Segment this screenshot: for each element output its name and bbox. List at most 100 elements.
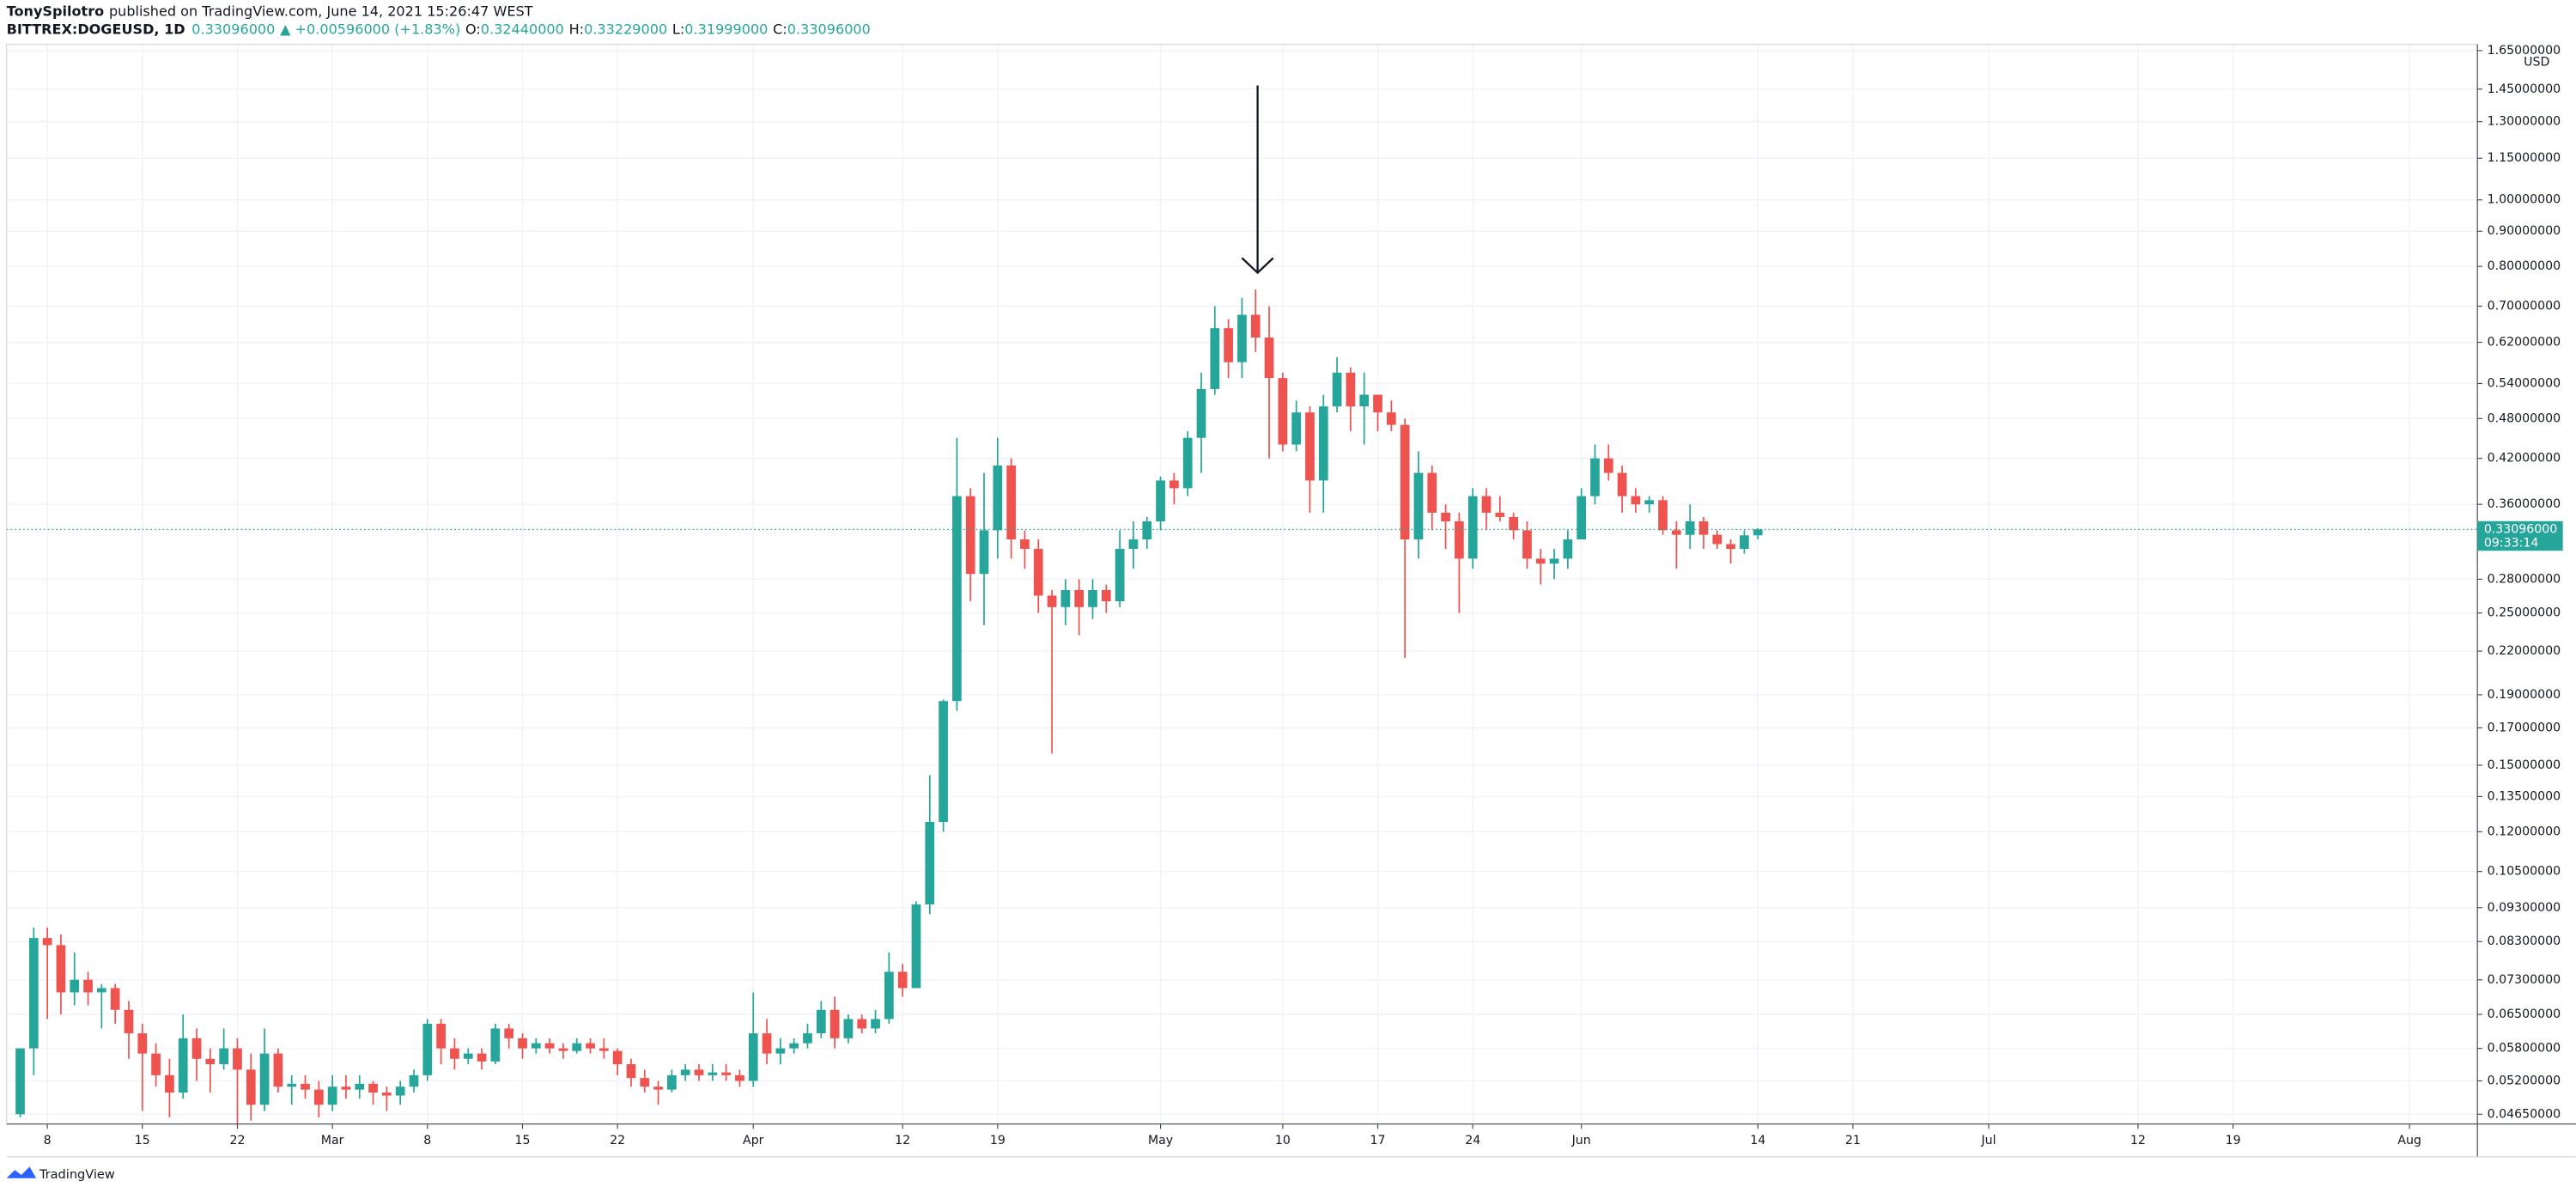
candle-body	[1753, 529, 1763, 536]
symbol-line: BITTREX:DOGEUSD, 1D 0.33096000 ▲ +0.005960…	[7, 21, 871, 37]
candle-body	[327, 1086, 337, 1105]
candle-body	[884, 971, 894, 1020]
candle-body	[15, 1048, 25, 1115]
x-tick-label: 19	[2226, 1134, 2241, 1147]
last-price: 0.33096000	[191, 21, 275, 37]
candle-body	[598, 1048, 609, 1051]
candle-body	[477, 1053, 487, 1062]
candle-body	[939, 701, 948, 822]
x-tick-label: 15	[514, 1134, 530, 1147]
x-tick-label: 24	[1465, 1134, 1480, 1147]
candle-body	[1644, 500, 1655, 505]
candle-body	[382, 1093, 392, 1096]
brand-logo: TradingView	[6, 1166, 115, 1182]
y-tick-label: 1.45000000	[2488, 82, 2561, 96]
high-label: H:	[569, 21, 585, 37]
close-label: C:	[773, 21, 787, 37]
x-tick-label: 10	[1275, 1134, 1291, 1147]
candle-body	[1115, 549, 1125, 602]
x-tick-label: 22	[229, 1134, 245, 1147]
candle-body	[1156, 480, 1165, 521]
close-value: 0.33096000	[787, 21, 871, 37]
y-tick-label: 0.09300000	[2488, 901, 2561, 915]
candle-body	[816, 1009, 826, 1034]
candle-body	[762, 1033, 772, 1054]
candle-body	[259, 1053, 270, 1105]
y-tick-label: 1.15000000	[2488, 151, 2561, 165]
y-tick-label: 0.10500000	[2488, 865, 2561, 879]
candle-body	[1563, 539, 1573, 559]
candle-body	[857, 1019, 867, 1029]
y-tick-label: 0.62000000	[2488, 336, 2561, 350]
candle-body	[490, 1028, 501, 1062]
candle-body	[829, 1009, 840, 1038]
candle-body	[1278, 378, 1288, 445]
candle-body	[653, 1086, 663, 1090]
candle-body	[124, 1009, 134, 1034]
candle-body	[667, 1074, 677, 1090]
x-tick-label: Jun	[1571, 1134, 1591, 1147]
candle-body	[694, 1069, 704, 1075]
candle-body	[1237, 314, 1247, 362]
candle-body	[1441, 512, 1450, 521]
x-tick-label: 15	[135, 1134, 150, 1147]
candle-body	[450, 1048, 459, 1059]
candle-body	[748, 1033, 758, 1081]
candle-body	[151, 1053, 161, 1075]
open-value: 0.32440000	[481, 21, 564, 37]
candle-body	[1210, 328, 1220, 389]
symbol: BITTREX:DOGEUSD, 1D	[7, 21, 185, 37]
x-tick-label: 14	[1750, 1134, 1765, 1147]
candle-body	[586, 1043, 595, 1049]
candle-body	[1128, 539, 1139, 550]
countdown: 09:33:14	[2484, 537, 2539, 551]
candle-body	[1250, 314, 1261, 338]
y-tick-label: 0.48000000	[2488, 411, 2561, 425]
candle-body	[504, 1028, 514, 1038]
candle-body	[1672, 530, 1681, 535]
candle-body	[395, 1086, 405, 1096]
last-price-tag	[2477, 520, 2563, 551]
candle-body	[341, 1086, 351, 1090]
candle-body	[911, 904, 921, 989]
y-tick-label: 0.28000000	[2488, 572, 2561, 586]
y-tick-label: 1.00000000	[2488, 193, 2561, 207]
candle-body	[640, 1078, 650, 1087]
candle-body	[708, 1072, 718, 1075]
candle-body	[1522, 530, 1532, 559]
y-tick-label: 0.15000000	[2488, 758, 2561, 772]
low-label: L:	[672, 21, 684, 37]
candle-body	[42, 938, 52, 946]
x-tick-label: 17	[1370, 1134, 1386, 1147]
candle-body	[843, 1019, 854, 1038]
x-tick-label: 22	[610, 1134, 625, 1147]
x-tick-label: Aug	[2397, 1134, 2421, 1147]
publish-line: TonySpilotro published on TradingView.com…	[7, 3, 533, 19]
candle-body	[1685, 520, 1695, 535]
y-tick-label: 0.05200000	[2488, 1074, 2561, 1087]
candle-body	[1549, 558, 1559, 564]
candle-body	[1291, 412, 1302, 445]
axis-unit: USD	[2524, 56, 2549, 70]
candle-body	[1020, 539, 1030, 550]
x-tick-label: 8	[44, 1134, 52, 1147]
candle-body	[28, 938, 39, 1049]
candle-body	[1481, 496, 1492, 513]
x-tick-label: Jul	[1980, 1134, 1996, 1147]
candle-body	[191, 1038, 202, 1059]
candle-body	[1264, 337, 1274, 379]
published: published on TradingView.com, June 14, 2…	[109, 3, 533, 19]
x-tick-label: May	[1148, 1134, 1173, 1147]
candle-body	[925, 821, 935, 905]
x-tick-label: 12	[2130, 1134, 2146, 1147]
y-tick-label: 0.19000000	[2488, 688, 2561, 702]
candle-body	[680, 1069, 690, 1075]
y-tick-label: 1.30000000	[2488, 115, 2561, 129]
candle-body	[735, 1074, 744, 1081]
candle-body	[1359, 394, 1370, 407]
y-tick-label: 0.04650000	[2488, 1107, 2561, 1121]
x-tick-label: 12	[895, 1134, 910, 1147]
candle-body	[301, 1083, 310, 1090]
candle-body	[56, 945, 66, 993]
y-tick-label: 0.07300000	[2488, 973, 2561, 987]
